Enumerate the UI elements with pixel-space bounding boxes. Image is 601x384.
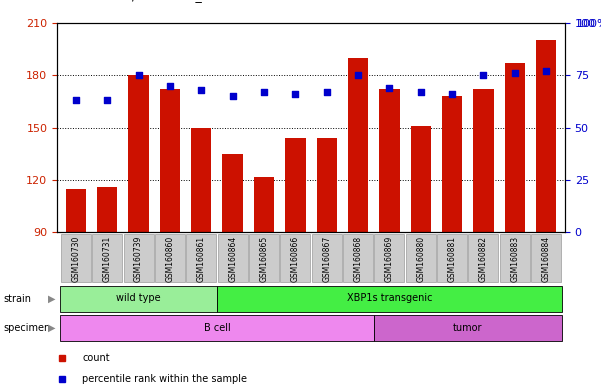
Bar (442, 96, 462, 232)
FancyBboxPatch shape (249, 234, 279, 282)
Bar (473, 89, 493, 232)
Text: GSM160731: GSM160731 (103, 236, 112, 282)
FancyBboxPatch shape (60, 315, 374, 341)
Point (447, 91, 457, 97)
Text: wild type: wild type (116, 293, 161, 303)
Text: GSM160882: GSM160882 (479, 236, 488, 282)
Text: B cell: B cell (204, 323, 230, 333)
FancyBboxPatch shape (124, 234, 154, 282)
Text: GSM160867: GSM160867 (322, 236, 331, 282)
Text: GSM160861: GSM160861 (197, 236, 206, 282)
Bar (222, 154, 243, 232)
Text: GSM160864: GSM160864 (228, 236, 237, 282)
Text: GSM160868: GSM160868 (353, 236, 362, 282)
Text: GSM160860: GSM160860 (165, 236, 174, 282)
Bar (191, 127, 212, 232)
Point (71, 98, 81, 104)
Text: specimen: specimen (3, 323, 50, 333)
Point (385, 85, 394, 91)
FancyBboxPatch shape (500, 234, 530, 282)
Text: percentile rank within the sample: percentile rank within the sample (82, 374, 248, 384)
Point (322, 89, 332, 95)
Point (416, 89, 426, 95)
Text: GSM160883: GSM160883 (510, 236, 519, 282)
Point (259, 89, 269, 95)
Point (353, 72, 363, 78)
Text: tumor: tumor (453, 323, 483, 333)
Text: ▶: ▶ (48, 323, 55, 333)
FancyBboxPatch shape (155, 234, 185, 282)
Text: ▶: ▶ (48, 293, 55, 304)
Text: GSM160880: GSM160880 (416, 236, 426, 282)
FancyBboxPatch shape (343, 234, 373, 282)
Bar (379, 89, 400, 232)
Point (478, 72, 488, 78)
FancyBboxPatch shape (280, 234, 310, 282)
Text: XBP1s transgenic: XBP1s transgenic (347, 293, 432, 303)
FancyBboxPatch shape (186, 234, 216, 282)
FancyBboxPatch shape (437, 234, 467, 282)
Text: GSM160884: GSM160884 (542, 236, 551, 282)
Point (542, 68, 551, 74)
FancyBboxPatch shape (218, 234, 248, 282)
FancyBboxPatch shape (406, 234, 436, 282)
Bar (505, 63, 525, 232)
Text: count: count (82, 353, 110, 363)
FancyBboxPatch shape (531, 234, 561, 282)
Text: strain: strain (3, 293, 31, 304)
Text: GSM160730: GSM160730 (72, 236, 81, 282)
Point (228, 93, 237, 99)
Bar (66, 189, 86, 232)
FancyBboxPatch shape (374, 315, 562, 341)
Point (510, 70, 520, 76)
Text: GSM160866: GSM160866 (291, 236, 300, 282)
Point (290, 91, 300, 97)
Point (134, 72, 144, 78)
Bar (129, 75, 149, 232)
Bar (254, 177, 274, 232)
Bar (317, 138, 337, 232)
FancyBboxPatch shape (312, 234, 342, 282)
Point (102, 98, 112, 104)
Bar (97, 187, 117, 232)
Y-axis label: 100%: 100% (577, 19, 601, 29)
Bar (348, 58, 368, 232)
Text: GSM160869: GSM160869 (385, 236, 394, 282)
Bar (410, 126, 431, 232)
FancyBboxPatch shape (60, 286, 217, 311)
Point (197, 87, 206, 93)
Text: GSM160739: GSM160739 (134, 236, 143, 282)
Bar (285, 138, 305, 232)
Text: GSM160865: GSM160865 (260, 236, 269, 282)
Point (165, 83, 175, 89)
FancyBboxPatch shape (468, 234, 498, 282)
FancyBboxPatch shape (217, 286, 562, 311)
FancyBboxPatch shape (61, 234, 91, 282)
FancyBboxPatch shape (374, 234, 404, 282)
Text: GSM160881: GSM160881 (448, 236, 457, 282)
FancyBboxPatch shape (92, 234, 122, 282)
Text: GDS2640 / 1440336_at: GDS2640 / 1440336_at (69, 0, 215, 2)
Bar (536, 40, 557, 232)
Bar (160, 89, 180, 232)
